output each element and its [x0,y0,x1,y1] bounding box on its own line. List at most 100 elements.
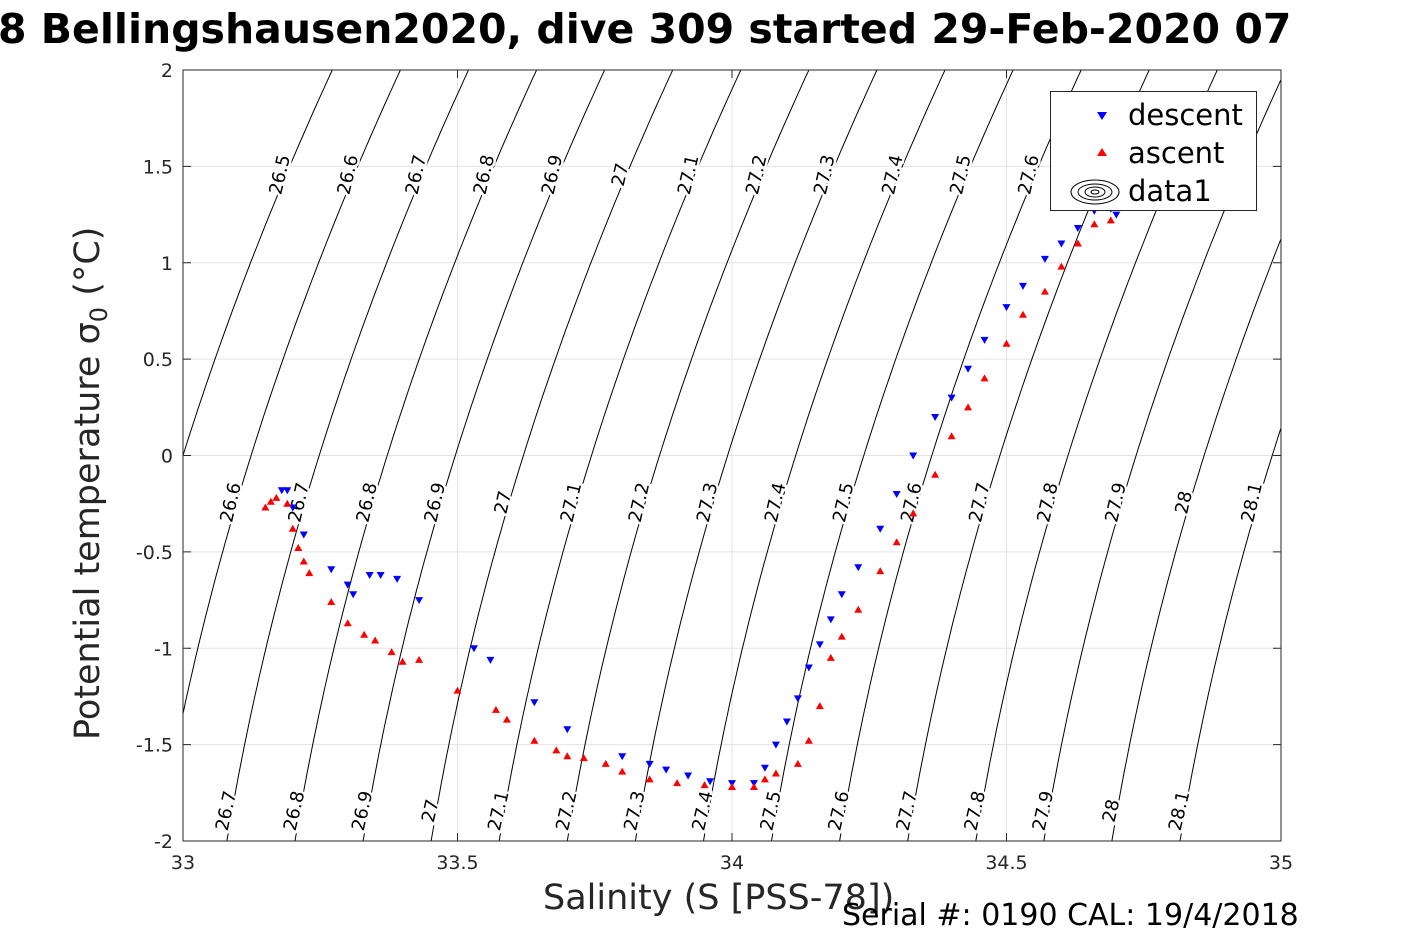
isopycnal-label: 27.3 [620,789,649,833]
isopycnal-label: 26.6 [334,153,363,197]
ascent-point [415,655,424,663]
triangle-up-icon [1097,148,1107,156]
ascent-point [771,769,780,777]
descent-point [804,664,813,672]
descent-point [415,597,424,605]
descent-point [662,766,671,774]
isopycnal-label: 26.9 [348,789,377,833]
ascent-point [552,746,561,754]
isopycnal-label: 27.1 [674,153,703,197]
isopycnal-label: 27.1 [484,789,513,833]
ascent-point [980,374,989,382]
descent-point [343,581,352,589]
isopycnal-label: 27.6 [1014,153,1043,197]
ascent-point [327,597,336,605]
ascent-point [947,432,956,440]
y-tick-label: 0 [161,446,173,468]
descent-point [277,487,286,495]
descent-point [837,591,846,599]
descent-point [947,394,956,402]
isopycnal-labels: 26.5 26.626.626.726.726.726.826.826.826.9… [209,150,1269,835]
ascent-point [563,752,572,760]
ascent-point [272,493,281,501]
ascent-point [909,509,918,517]
descent-point [327,566,336,574]
descent-point [876,525,885,533]
descent-point [1018,282,1027,290]
isopycnal-label: 27.2 [742,153,771,197]
ascent-point [618,767,627,775]
ascent-point [793,759,802,767]
x-axis-label: Salinity (S [PSS-78]) [543,878,895,918]
isopycnal-line [430,70,674,841]
descent-point [563,726,572,734]
isopycnal-label: 26.6 [216,481,245,525]
y-axis-label: Potential temperature σ0 (°C) [68,226,113,740]
descent-point [618,753,627,761]
ascent-point [964,403,973,411]
isopycnal-line [702,70,946,841]
ascent-point [387,648,396,656]
descent-point [1112,211,1121,219]
ascent-point [1018,310,1027,318]
legend-label-descent: descent [1128,98,1243,132]
isopycnal-label: 26.7 [212,789,241,833]
descent-point [793,695,802,703]
descent-point [299,531,308,539]
y-tick-label: -1 [154,638,173,660]
legend-label-data1: data1 [1128,174,1212,208]
legend-item-descent: descent [1051,96,1256,134]
legend-label-ascent: ascent [1128,136,1225,170]
y-tick-label: -1.5 [136,735,173,757]
ascent-point [728,783,736,791]
y-tick-label: 1 [161,253,173,275]
isopycnal-line [294,70,538,841]
ascent-point [343,619,352,627]
ascent-point [749,783,758,791]
descent-point [706,778,715,786]
isopycnal-line [566,70,810,841]
ascent-point [1040,287,1049,295]
y-tick-label: -2 [154,831,173,853]
descent-point [760,764,769,772]
ascent-point [854,605,863,613]
isopycnal-label: 26.8 [470,153,499,197]
descent-point [645,760,654,768]
isopycnal-line [183,70,333,458]
isopycnal-label: 27.8 [1033,481,1062,525]
descent-point [376,572,385,580]
contour-icon [1070,179,1120,205]
ascent-point [579,754,588,762]
isopycnal-line [1111,237,1281,841]
triangle-down-icon [1097,112,1107,120]
descent-point [1073,225,1082,233]
descent-point [393,575,402,583]
descent-point [365,572,374,580]
isopycnal-label: 27.7 [893,789,922,833]
descent-point [1040,255,1049,263]
ascent-point [266,497,275,505]
descent-point [684,772,693,780]
isopycnal-label: 26.9 [538,153,567,197]
x-tick-label: 35 [1269,852,1293,874]
ascent-point [288,524,297,532]
ascent-point [294,544,303,552]
ascent-point [673,779,682,787]
x-tick-label: 33 [171,852,195,874]
ascent-point [1002,339,1011,347]
isopycnal-label: 27.8 [961,789,990,833]
isopycnal-label: 27.2 [552,789,581,833]
isopycnal-label: 27.4 [878,153,907,197]
isopycnal-label: 26.9 [421,481,450,525]
isopycnal-label: 27.5 [946,153,975,197]
ascent-point [645,775,654,783]
legend-item-data1: data1 [1051,172,1256,210]
isopycnal-line [226,70,470,841]
y-tick-label: -0.5 [136,542,173,564]
isopycnal-label: 26.8 [352,481,381,525]
isopycnal-label: 27.5 [756,789,785,833]
isopycnal-label: 27.3 [693,481,722,525]
ascent-point [1057,262,1066,270]
x-tick-label: 34 [720,852,744,874]
isopycnal-label: 28.1 [1165,789,1194,833]
